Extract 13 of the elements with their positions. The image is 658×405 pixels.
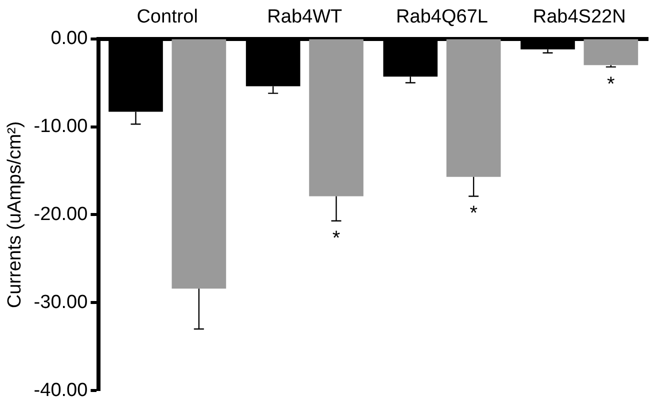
y-tick-label: 0.00 — [50, 28, 88, 50]
annotation: * — [470, 202, 478, 225]
x-tick-label: Rab4Q67L — [396, 6, 488, 28]
annotation: * — [332, 227, 340, 250]
y-tick-label: -20.00 — [34, 204, 88, 225]
y-tick-label: -10.00 — [34, 116, 88, 137]
x-tick-label: Rab4S22N — [532, 6, 626, 28]
y-axis-title: Currents (uAmps/cm²) — [4, 121, 26, 308]
annotation: * — [607, 73, 616, 96]
y-tick-label: -30.00 — [34, 292, 88, 313]
y-tick-label: -40.00 — [34, 380, 88, 401]
x-tick-label: Control — [136, 6, 198, 28]
x-tick-label: Rab4WT — [267, 6, 343, 28]
